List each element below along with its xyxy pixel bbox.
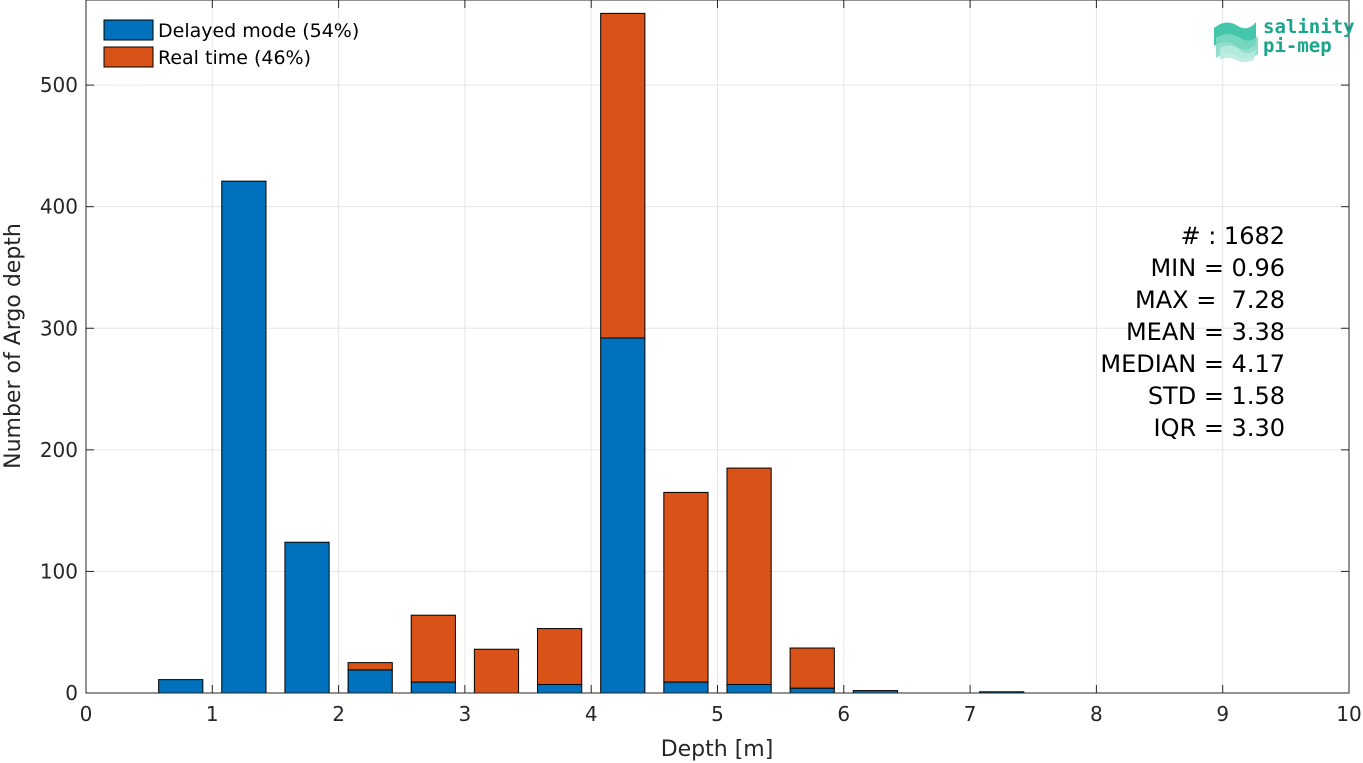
- bar-real-time: [410, 614, 456, 683]
- bar-real-time: [473, 648, 520, 694]
- bar-delayed-mode: [600, 337, 646, 694]
- bar-delayed-mode: [410, 681, 456, 694]
- bar-delayed-mode: [221, 180, 267, 694]
- x-tick-label: 6: [837, 702, 850, 726]
- bar-delayed-mode: [726, 683, 772, 694]
- y-tick-label: 100: [40, 559, 78, 583]
- bar-real-time: [347, 662, 393, 671]
- bar-real-time: [537, 628, 583, 685]
- bar-delayed-mode: [158, 679, 204, 694]
- bar-real-time: [663, 491, 709, 683]
- stats-max: MAX = 7.28: [1135, 286, 1285, 314]
- bar-real-time: [600, 12, 646, 339]
- legend-label-realtime: Real time (46%): [158, 47, 311, 69]
- bar-delayed-mode: [537, 683, 583, 694]
- logo-line1: salinity: [1263, 16, 1355, 38]
- legend-label-delayed: Delayed mode (54%): [158, 20, 359, 42]
- x-axis-label: Depth [m]: [661, 737, 774, 762]
- stats-median: MEDIAN = 4.17: [1100, 350, 1285, 378]
- bar-delayed-mode: [789, 687, 835, 694]
- x-tick-label: 4: [585, 702, 598, 726]
- logo-wave-icon: [1214, 22, 1258, 62]
- salinity-pimep-logo: salinity pi-mep: [1214, 16, 1355, 62]
- bar-real-time: [789, 647, 835, 689]
- stats-std: STD = 1.58: [1148, 382, 1285, 410]
- bars: [158, 12, 1025, 694]
- y-tick-label: 500: [40, 73, 78, 97]
- y-axis-label: Number of Argo depth: [1, 223, 26, 469]
- bar-delayed-mode: [663, 681, 709, 694]
- bar-delayed-mode: [347, 669, 393, 694]
- logo-line2: pi-mep: [1263, 35, 1332, 57]
- x-tick-label: 8: [1090, 702, 1103, 726]
- stats-box: # : 1682 MIN = 0.96 MAX = 7.28 MEAN = 3.…: [1100, 222, 1285, 442]
- x-tick-label: 1: [206, 702, 219, 726]
- x-tick-label: 10: [1336, 702, 1361, 726]
- stats-count: # : 1682: [1180, 222, 1285, 250]
- stats-min: MIN = 0.96: [1150, 254, 1285, 282]
- y-tick-label: 300: [40, 316, 78, 340]
- legend-swatch-delayed: [103, 19, 154, 41]
- x-tick-label: 9: [1216, 702, 1229, 726]
- y-tick-label: 400: [40, 195, 78, 219]
- legend: Delayed mode (54%) Real time (46%): [103, 19, 359, 69]
- legend-swatch-realtime: [103, 46, 154, 68]
- stats-mean: MEAN = 3.38: [1126, 318, 1285, 346]
- x-tick-label: 3: [459, 702, 472, 726]
- y-tick-label: 0: [65, 681, 78, 705]
- bar-real-time: [726, 467, 772, 685]
- bar-delayed-mode: [284, 541, 330, 694]
- x-tick-label: 2: [332, 702, 345, 726]
- x-tick-label: 0: [80, 702, 93, 726]
- x-tick-label: 5: [711, 702, 724, 726]
- x-tick-label: 7: [964, 702, 977, 726]
- y-tick-label: 200: [40, 438, 78, 462]
- stats-iqr: IQR = 3.30: [1154, 414, 1285, 442]
